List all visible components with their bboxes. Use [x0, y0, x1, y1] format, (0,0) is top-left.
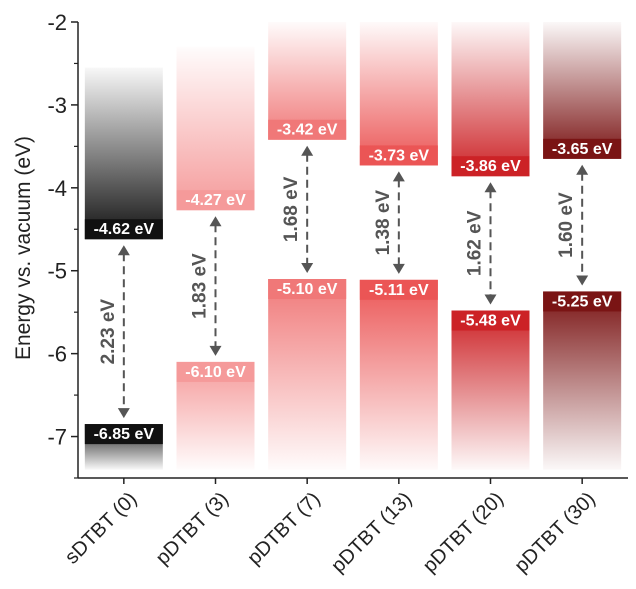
gap-label: 1.38 eV	[373, 190, 394, 256]
homo-level-label: -6.85 eV	[94, 426, 155, 443]
lumo-band	[176, 46, 255, 211]
lumo-band	[543, 22, 622, 159]
y-tick-label: -2	[47, 10, 67, 35]
lumo-level-label: -3.65 eV	[552, 141, 613, 158]
lumo-level-box	[176, 190, 255, 211]
x-tick-label: pDTBT (30)	[511, 488, 600, 577]
y-tick-label: -3	[47, 93, 67, 118]
gap-arrow-head-down	[576, 275, 589, 286]
lumo-level-box	[359, 145, 438, 166]
x-tick-label: pDTBT (7)	[243, 488, 324, 569]
lumo-level-label: -3.73 eV	[369, 147, 430, 164]
homo-band	[543, 291, 622, 470]
bars-layer	[84, 22, 622, 470]
x-tick-label: pDTBT (20)	[419, 488, 508, 577]
lumo-band	[84, 67, 163, 240]
lumo-level-label: -4.62 eV	[94, 221, 155, 238]
gap-label: 1.83 eV	[190, 253, 211, 319]
homo-band	[359, 279, 438, 470]
lumo-level-label: -3.86 eV	[460, 158, 521, 175]
y-tick-label: -4	[47, 176, 67, 201]
homo-level-label: -5.25 eV	[552, 293, 613, 310]
lumo-level-box	[268, 119, 347, 140]
lumo-band	[451, 22, 530, 177]
gaps-layer: 2.23 eV 1.83 eV 1.68 eV 1.38 eV 1.62 eV 1.60 …	[98, 145, 589, 419]
x-tick-label: sDTBT (0)	[61, 488, 142, 569]
x-tick-label: pDTBT (13)	[327, 488, 416, 577]
gap-arrow-head-up	[484, 182, 497, 193]
gap-arrow-head-down	[392, 263, 405, 274]
homo-band	[451, 310, 530, 470]
homo-level-label: -5.48 eV	[460, 313, 521, 330]
lumo-band	[359, 22, 438, 166]
x-tick-label: pDTBT (3)	[152, 488, 233, 569]
homo-level-box	[451, 310, 530, 331]
gap-label: 2.23 eV	[98, 299, 119, 365]
y-axis-title: Energy vs. vacuum (eV)	[12, 136, 35, 360]
homo-level-box	[84, 424, 163, 445]
lumo-level-box	[451, 156, 530, 177]
gap-arrow-head-up	[209, 216, 222, 227]
gap-arrow-head-down	[484, 294, 497, 305]
gap-label: 1.60 eV	[556, 192, 577, 258]
gap-arrow-head-up	[392, 171, 405, 182]
gap-label: 1.68 eV	[281, 176, 302, 242]
homo-level-label: -5.10 eV	[277, 281, 338, 298]
lumo-level-label: -3.42 eV	[277, 122, 338, 139]
gap-arrow-head-up	[576, 164, 589, 175]
homo-level-box	[359, 279, 438, 300]
lumo-level-box	[84, 219, 163, 240]
homo-level-box	[176, 361, 255, 382]
gap-arrow-head-down	[301, 263, 314, 274]
y-tick-label: -7	[47, 425, 67, 450]
levels-layer: -4.62 eV -6.85 eV -4.27 eV -6.10 eV -3.42 eV…	[84, 119, 622, 445]
gap-arrow-head-down	[117, 408, 130, 419]
gap-arrow-head-up	[301, 145, 314, 156]
homo-level-label: -5.11 eV	[369, 282, 429, 299]
y-tick-label: -6	[47, 342, 67, 367]
homo-level-box	[543, 291, 622, 312]
lumo-level-box	[543, 138, 622, 159]
homo-band	[268, 279, 347, 470]
homo-level-label: -6.10 eV	[185, 364, 246, 381]
y-tick-label: -5	[47, 259, 67, 284]
homo-level-box	[268, 279, 347, 300]
gap-label: 1.62 eV	[465, 210, 486, 276]
gap-arrow-head-up	[117, 245, 130, 256]
gap-arrow-head-down	[209, 345, 222, 356]
lumo-level-label: -4.27 eV	[185, 192, 246, 209]
